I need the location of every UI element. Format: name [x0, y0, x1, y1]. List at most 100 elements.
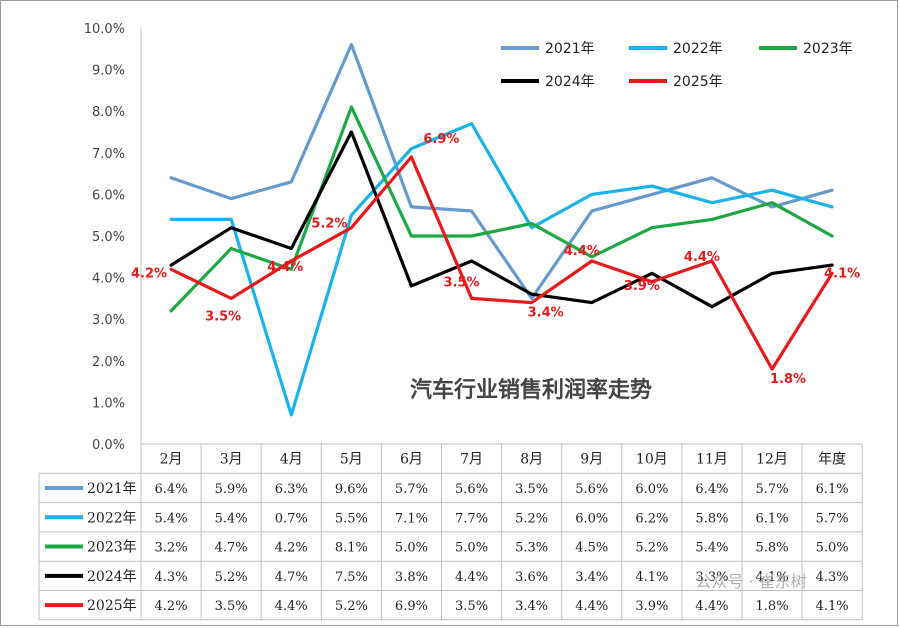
- table-cell: 7.1%: [395, 511, 428, 526]
- watermark-text: 公众号 · 崔东树: [695, 572, 806, 591]
- legend-label: 2025年: [673, 74, 723, 90]
- table-cell: 5.0%: [455, 541, 488, 556]
- table-cell: 4.4%: [575, 599, 608, 614]
- table-cell: 5.0%: [816, 541, 849, 556]
- table-cell: 6.1%: [816, 482, 849, 497]
- category-label: 年度: [818, 452, 846, 468]
- table-cell: 6.2%: [635, 511, 668, 526]
- table-cell: 5.3%: [515, 541, 548, 556]
- table-cell: 3.4%: [515, 599, 548, 614]
- y-tick-label: 6.0%: [92, 188, 125, 203]
- table-cell: 0.7%: [275, 511, 308, 526]
- y-tick-label: 5.0%: [92, 230, 125, 245]
- category-label: 2月: [160, 452, 183, 468]
- category-label: 5月: [340, 452, 363, 468]
- table-cell: 3.5%: [215, 599, 248, 614]
- table-cell: 5.7%: [756, 482, 789, 497]
- data-label: 6.9%: [423, 132, 459, 147]
- table-cell: 5.0%: [395, 541, 428, 556]
- data-label: 3.5%: [444, 275, 480, 290]
- category-label: 6月: [400, 452, 423, 468]
- y-tick-label: 1.0%: [92, 396, 125, 411]
- data-label: 1.8%: [770, 372, 806, 387]
- category-label: 10月: [636, 452, 668, 468]
- category-label: 3月: [220, 452, 243, 468]
- category-label: 7月: [460, 452, 483, 468]
- table-cell: 5.5%: [335, 511, 368, 526]
- series-line-2025年: [169, 155, 834, 371]
- y-tick-label: 4.0%: [92, 272, 125, 287]
- legend-label: 2024年: [545, 74, 595, 90]
- table-cell: 5.2%: [215, 570, 248, 585]
- series-line-2024年: [169, 130, 834, 309]
- table-cell: 6.9%: [395, 599, 428, 614]
- table-cell: 5.4%: [155, 511, 188, 526]
- table-cell: 5.9%: [215, 482, 248, 497]
- table-cell: 3.8%: [395, 570, 428, 585]
- table-cell: 3.9%: [635, 599, 668, 614]
- table-cell: 6.1%: [756, 511, 789, 526]
- table-cell: 6.0%: [635, 482, 668, 497]
- data-label: 4.4%: [684, 250, 720, 265]
- data-label: 3.4%: [528, 306, 564, 321]
- y-tick-label: 7.0%: [92, 147, 125, 162]
- data-label: 4.4%: [564, 244, 600, 259]
- category-label: 11月: [696, 452, 728, 468]
- table-cell: 7.7%: [455, 511, 488, 526]
- table-cell: 4.4%: [275, 599, 308, 614]
- row-series-label: 2021年: [87, 481, 137, 497]
- table-cell: 6.4%: [695, 482, 728, 497]
- category-label: 12月: [756, 452, 788, 468]
- y-tick-label: 10.0%: [84, 22, 125, 37]
- table-cell: 4.1%: [635, 570, 668, 585]
- legend-label: 2023年: [803, 41, 853, 57]
- table-cell: 4.3%: [155, 570, 188, 585]
- y-tick-label: 3.0%: [92, 313, 125, 328]
- table-cell: 5.2%: [335, 599, 368, 614]
- table-cell: 8.1%: [335, 541, 368, 556]
- data-label: 4.2%: [131, 266, 167, 281]
- table-cell: 5.7%: [816, 511, 849, 526]
- data-label: 4.1%: [824, 266, 860, 281]
- series-lines: [169, 42, 834, 417]
- table-cell: 4.2%: [155, 599, 188, 614]
- table-cell: 4.3%: [816, 570, 849, 585]
- row-series-label: 2022年: [87, 510, 137, 526]
- table-cell: 6.0%: [575, 511, 608, 526]
- category-label: 8月: [520, 452, 543, 468]
- series-line-2021年: [169, 42, 834, 300]
- table-cell: 3.6%: [515, 570, 548, 585]
- series-line-2022年: [169, 122, 834, 417]
- y-axis: 0.0% 1.0% 2.0% 3.0% 4.0% 5.0% 6.0% 7.0% 8.0% 9.0%…: [84, 22, 142, 453]
- table-cell: 3.3%: [695, 570, 728, 585]
- table-cell: 4.4%: [695, 599, 728, 614]
- table-cell: 9.6%: [335, 482, 368, 497]
- table-cell: 7.5%: [335, 570, 368, 585]
- data-label: 3.9%: [624, 279, 660, 294]
- data-label: 5.2%: [311, 217, 347, 232]
- row-series-label: 2023年: [87, 540, 137, 556]
- data-table: 2月 3月 4月 5月 6月 7月 8月 9月 10月 11月 12月 年度 2021年 6.4% 5.9%…: [38, 443, 863, 621]
- table-cell: 4.1%: [756, 570, 789, 585]
- data-label: 3.5%: [205, 309, 241, 324]
- table-cell: 4.4%: [455, 570, 488, 585]
- table-cell: 6.4%: [155, 482, 188, 497]
- legend: 2021年 2022年 2023年 2024年 2025年: [501, 41, 853, 90]
- table-cell: 3.5%: [515, 482, 548, 497]
- table-cell: 4.2%: [275, 541, 308, 556]
- y-tick-label: 2.0%: [92, 355, 125, 370]
- table-cell: 5.4%: [695, 541, 728, 556]
- table-cell: 4.7%: [275, 570, 308, 585]
- y-tick-label: 0.0%: [92, 438, 125, 453]
- y-tick-label: 9.0%: [92, 64, 125, 79]
- table-cell: 5.2%: [515, 511, 548, 526]
- table-cell: 5.6%: [455, 482, 488, 497]
- category-label: 4月: [280, 452, 303, 468]
- table-cell: 5.4%: [215, 511, 248, 526]
- row-series-label: 2025年: [87, 598, 137, 614]
- category-label: 9月: [580, 452, 603, 468]
- table-cell: 6.3%: [275, 482, 308, 497]
- table-cell: 3.5%: [455, 599, 488, 614]
